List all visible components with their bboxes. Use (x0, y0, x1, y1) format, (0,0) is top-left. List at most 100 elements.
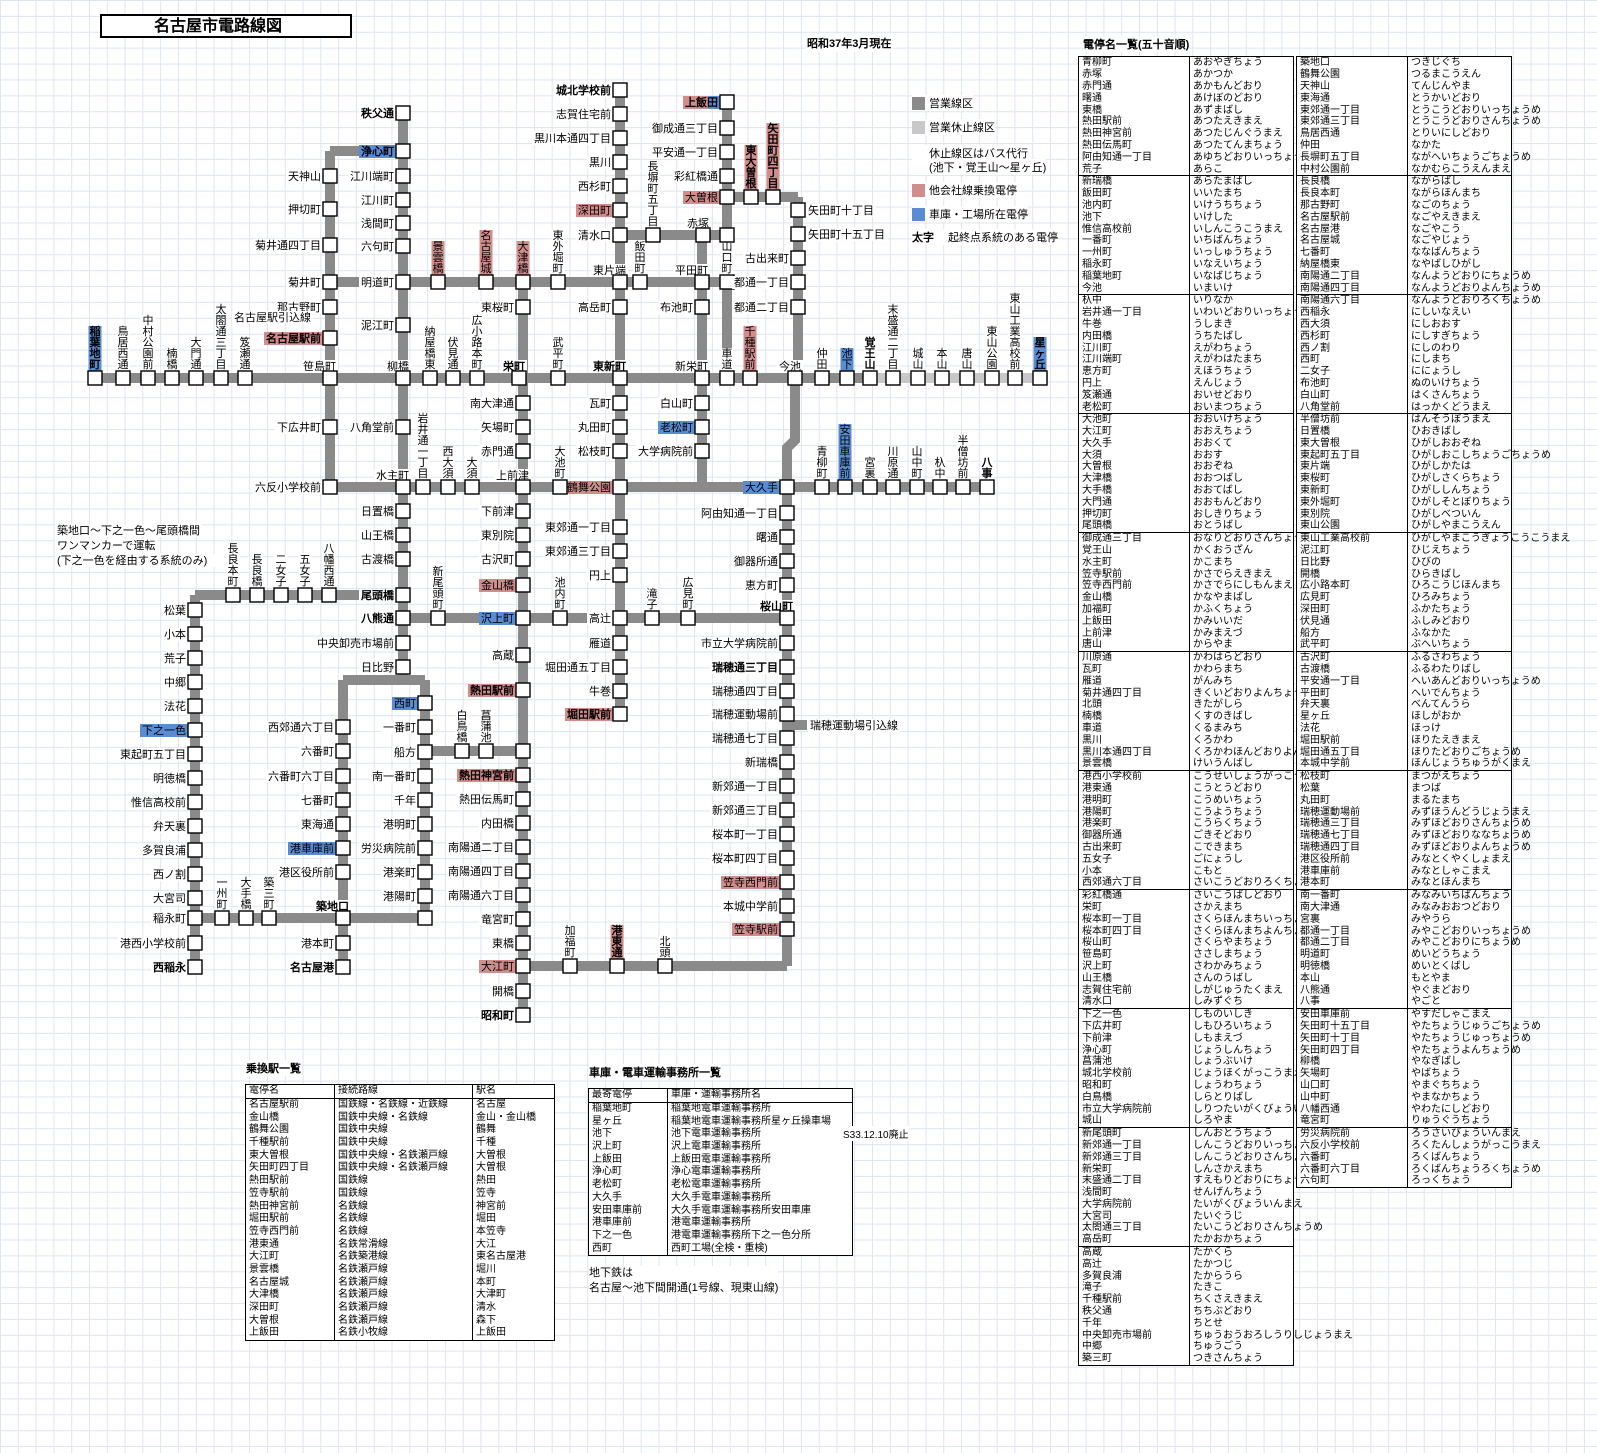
station-reading: しもひろいちょう (1193, 1020, 1273, 1032)
table-cell: 千種 (472, 1136, 555, 1150)
station-label-bg (501, 360, 527, 373)
station-大曽根 (719, 189, 735, 205)
station-list-row: 清水口 しみずぐち (1078, 995, 1294, 1009)
station-那古野町 (322, 299, 338, 315)
station-name: 市立大学病院前 (1078, 1103, 1190, 1115)
station-name: 東郊通三丁目 (1296, 115, 1408, 128)
station-城北学校前 (612, 82, 628, 98)
station-label-bg (441, 446, 455, 482)
station-港陽町 (417, 888, 433, 904)
station-list-row: 堀田駅前 ほりたえきまえ (1296, 734, 1512, 747)
station-秩父通 (395, 105, 411, 121)
station-list-row: 松枝町 まつがえちょう (1296, 770, 1512, 783)
station-name: 伏見通 (1296, 615, 1408, 628)
station-list-row: 鶴舞公園 つるまこうえん (1296, 68, 1512, 81)
table-cell: 金山・金山橋 (472, 1111, 555, 1125)
station-千種駅前 (742, 370, 758, 386)
station-name: 港車庫前 (1296, 865, 1408, 877)
station-label-bg (672, 170, 720, 183)
table-cell: 西町工場(全検・重検) (667, 1242, 853, 1256)
station-list-row: 法花 ほっけ (1296, 722, 1512, 735)
station-name: 日置橋 (1296, 425, 1408, 438)
station-高辻 (612, 610, 628, 626)
station-name: 天神山 (1296, 80, 1408, 93)
station-list-row: 南陽通四丁目 なんようどおりよんちょうめ (1296, 282, 1541, 295)
station-label: 八幡西通 (324, 543, 335, 588)
station-label-bg (455, 710, 469, 746)
station-label-bg (298, 554, 312, 590)
table-cell: 国鉄線・名鉄線・近鉄線 (334, 1098, 473, 1112)
station-label-bg (470, 315, 484, 373)
station-新郊通一丁目 (779, 778, 795, 794)
station-label: 船方 (394, 745, 416, 759)
station-名古屋駅前 (322, 330, 338, 346)
station-label-bg (151, 961, 188, 974)
station-name: 老松町 (1078, 401, 1190, 414)
station-list-row: 都通二丁目 みやこどおりにちょうめ (1296, 936, 1521, 949)
station-label-bg (381, 818, 418, 831)
station-東片端 (612, 274, 628, 290)
station-name: 城北学校前 (1078, 1067, 1190, 1080)
station-name: 押切町 (1078, 508, 1190, 521)
station-label-bg (359, 842, 418, 855)
station-list-row: 納屋橋東 なやばしひがし (1296, 258, 1512, 271)
station-丸田町 (612, 419, 628, 435)
station-reading: ほんじょうちゅうがくまえ (1407, 758, 1531, 771)
table-cell: 大曽根 (249, 1314, 279, 1326)
station-白鳥橋 (454, 743, 470, 759)
station-末盛通二丁目 (885, 370, 901, 386)
station-list-row: 新郊通一丁目 しんこうどおりいっちょうめ (1078, 1139, 1323, 1152)
station-半僧坊前 (955, 479, 971, 495)
station-label-bg (960, 348, 974, 373)
station-reading: おなりどおりさんちょうめ (1193, 533, 1313, 545)
station-清水口 (612, 227, 628, 243)
station-name: 東山公園 (1296, 520, 1408, 533)
station-鶴舞公園 (612, 479, 628, 495)
station-新瑞橋 (779, 754, 795, 770)
depot-table: 最寄電停 車庫・運輸事務所名 稲葉地町 稲葉地電車運輸事務所 星ヶ丘 稲葉地電車運輸事務所… (588, 1088, 853, 1256)
station-reading: みなみおおつどおり (1411, 901, 1501, 913)
station-label-bg (479, 913, 516, 926)
station-list-row: 尾頭橋 おとうばし (1078, 520, 1294, 533)
station-name: 青柳町 (1078, 56, 1190, 69)
station-label: 名古屋駅前 (266, 331, 321, 345)
station-古沢町 (515, 551, 531, 567)
station-list-row: 西稲永 にしいなえい (1296, 306, 1512, 319)
station-label: 南陽通二丁目 (448, 841, 514, 854)
station-list-row: 東別院 ひがしべついん (1296, 508, 1512, 521)
station-name: 大門通 (1078, 496, 1190, 509)
table-header-row: 電停名 接続路線 駅名 (245, 1084, 555, 1099)
station-name: 西郊通六丁目 (1078, 876, 1190, 890)
station-label-bg (636, 445, 695, 458)
station-label-bg (479, 445, 516, 458)
station-label-bg (933, 457, 947, 482)
legend-bold-sample: 太字 (912, 232, 934, 244)
station-label: 江川端町 (350, 170, 394, 183)
station-label: 御成通三丁目 (652, 121, 718, 135)
station-reading: さくらほんまちいっちょうめ (1193, 913, 1323, 925)
station-name: 大学病院前 (1078, 1198, 1190, 1211)
table-row: 稲葉地町 稲葉地電車運輸事務所 (589, 1102, 853, 1116)
station-name: 古渡橋 (1296, 663, 1408, 676)
station-本城中学前 (779, 898, 795, 914)
station-label: 築地口 (315, 899, 349, 913)
station-西郊通六丁目 (335, 719, 351, 735)
station-reading: なんようどおりろくちょうめ (1411, 295, 1541, 307)
station-list-row: 星ヶ丘 ほしがおか (1296, 710, 1512, 723)
station-list-row: 長塀町五丁目 ながへいちょうごちょうめ (1296, 151, 1531, 164)
station-label: 港西小学校前 (120, 936, 186, 950)
station-reading: ひおきばし (1411, 426, 1461, 438)
station-label: 広見町 (683, 576, 694, 611)
station-list-row: 桜本町一丁目 さくらほんまちいっちょうめ (1078, 913, 1323, 926)
station-黒川本通四丁目 (612, 130, 628, 146)
station-list-row: 小本 こもと (1078, 865, 1294, 877)
station-reading: あかつか (1193, 69, 1233, 81)
station-label: 赤塚 (687, 217, 709, 230)
station-list-row: 柳橋 やなぎばし (1296, 1055, 1512, 1068)
station-label-bg (591, 360, 628, 373)
station-list-row: 山王橋 さんのうばし (1078, 972, 1294, 985)
station-label-bg (1008, 293, 1022, 373)
station-reading: けいうんばし (1189, 758, 1294, 771)
station-name: 新栄町 (1078, 1163, 1190, 1175)
station-label-bg (645, 588, 659, 613)
